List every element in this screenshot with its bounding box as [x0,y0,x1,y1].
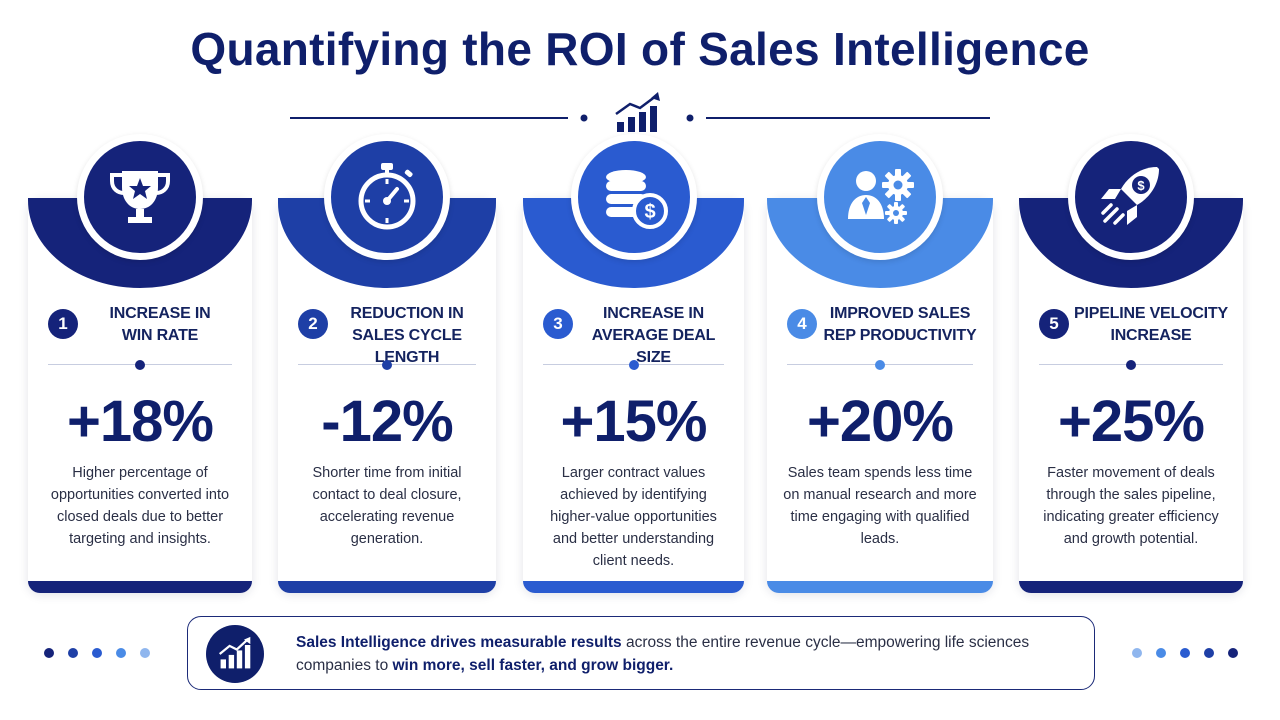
card-description: Faster movement of deals through the sal… [1043,465,1219,547]
card-value: +25% [1058,389,1205,454]
card-value: +20% [807,389,954,454]
card-number: 5 [1039,309,1069,339]
decorative-dots-left [44,648,150,658]
card-icon-badge: $ [570,134,697,260]
card-bottom-bar [1019,581,1243,593]
card-value: -12% [321,389,453,454]
card-separator [787,360,973,370]
card-separator [1039,360,1223,370]
svg-text:$: $ [644,201,655,223]
card-description: Higher percentage of opportunities conve… [50,465,230,547]
metric-card-rep-productivity: 4 IMPROVED SALES REP PRODUCTIVITY +20% S… [767,134,993,593]
card-icon-badge [324,134,450,260]
card-number: 4 [787,309,817,339]
svg-text:$: $ [1137,178,1145,193]
card-value: +18% [67,389,214,454]
card-heading: 5 PIPELINE VELOCITY INCREASE [1033,300,1229,352]
card-value: +15% [560,389,708,454]
card-icon-badge [817,134,943,260]
card-heading: 4 IMPROVED SALES REP PRODUCTIVITY [781,300,979,352]
card-number: 1 [48,309,78,339]
card-bottom-bar [523,581,744,593]
rocket-dollar-icon: $ [1101,167,1159,225]
person-gears-icon [848,169,914,224]
card-icon-badge [77,134,203,260]
card-icon-badge: $ [1068,134,1194,260]
card-number: 3 [543,309,573,339]
card-separator [48,360,232,370]
card-number: 2 [298,309,328,339]
growth-chart-icon [615,92,660,132]
card-label: INCREASE IN AVERAGE DEAL SIZE [591,305,716,366]
card-description: Sales team spends less time on manual re… [783,465,977,547]
summary-banner: Sales Intelligence drives measurable res… [187,616,1095,690]
card-label: INCREASE IN WIN RATE [109,305,211,344]
growth-chart-icon [218,636,251,669]
stopwatch-icon [358,163,416,230]
metric-card-sales-cycle: 2 REDUCTION IN SALES CYCLE LENGTH -12% S… [278,134,496,593]
card-bottom-bar [767,581,993,593]
card-heading: 1 INCREASE IN WIN RATE [42,300,238,352]
card-label: PIPELINE VELOCITY INCREASE [1074,305,1228,344]
card-bottom-bar [278,581,496,593]
card-separator [543,360,724,370]
card-label: IMPROVED SALES REP PRODUCTIVITY [823,305,977,344]
coins-dollar-icon: $ [605,170,668,229]
card-description: Shorter time from initial contact to dea… [312,465,462,547]
trophy-icon [110,171,170,223]
card-heading: 2 REDUCTION IN SALES CYCLE LENGTH [292,300,482,366]
card-heading: 3 INCREASE IN AVERAGE DEAL SIZE [537,300,730,366]
page-title: Quantifying the ROI of Sales Intelligenc… [190,23,1090,75]
card-bottom-bar [28,581,252,593]
banner-text: Sales Intelligence drives measurable res… [296,634,1030,674]
card-description: Larger contract values achieved by ident… [550,465,717,569]
title-divider [290,92,990,132]
card-separator [298,360,476,370]
banner-icon-badge [206,625,264,683]
decorative-dots-right [1132,648,1238,658]
metric-card-deal-size: $ 3 INCREASE IN AVERAGE DEAL SIZE +15% L… [523,134,744,593]
metric-card-pipeline-velocity: $ 5 PIPELINE VELOCITY INCREASE +25% Fast… [1019,134,1243,593]
metric-card-win-rate: 1 INCREASE IN WIN RATE +18% Higher perce… [28,134,252,593]
